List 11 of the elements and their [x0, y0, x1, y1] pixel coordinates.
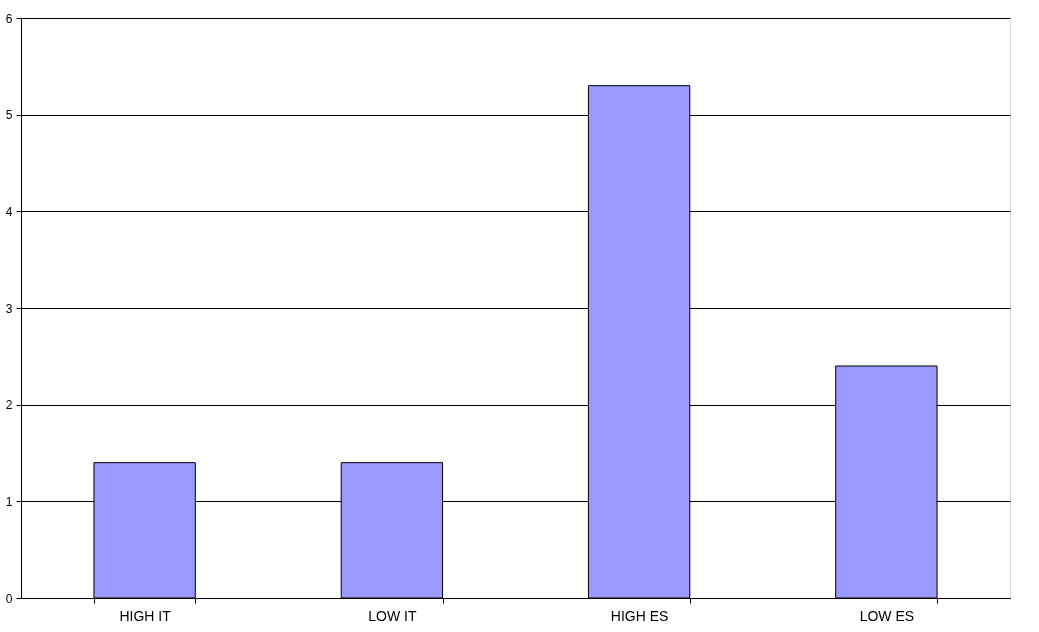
y-tick-label: 0 [5, 591, 13, 606]
y-tick-label: 6 [5, 11, 13, 26]
y-tick-label: 2 [5, 398, 13, 413]
x-tick-label: LOW IT [368, 607, 417, 624]
x-tick-label: LOW ES [859, 607, 915, 624]
x-tick-label: HIGH ES [610, 607, 669, 624]
y-tick-label: 3 [5, 301, 13, 316]
x-tick-label: HIGH IT [119, 607, 172, 624]
y-tick-label: 4 [5, 204, 13, 219]
y-tick-label: 1 [5, 494, 13, 509]
y-tick-label: 5 [5, 108, 13, 123]
